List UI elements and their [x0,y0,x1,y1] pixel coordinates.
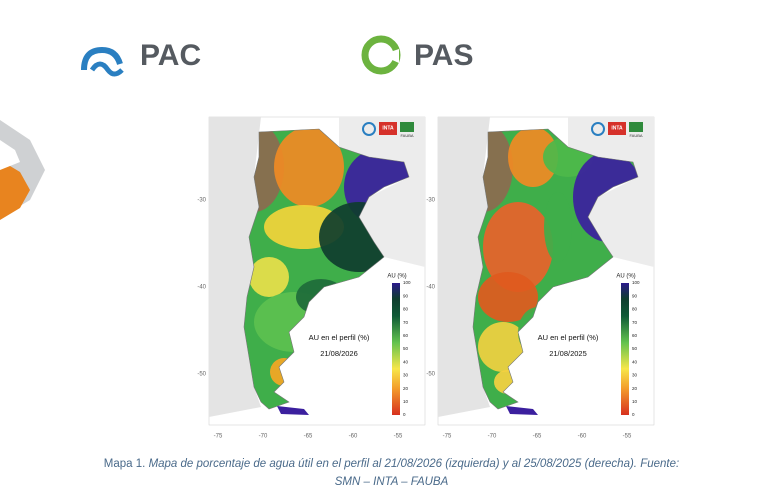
y-tick-label: -50 [426,372,435,378]
y-tick-label: -30 [426,198,435,204]
neighbor-country [438,117,490,417]
x-tick-label: -55 [623,434,632,440]
caption-text: SMN – INTA – FAUBA [334,476,449,488]
legend-tick-label: 60 [403,333,409,338]
neighbor-country [339,117,425,267]
legend-tick-label: 50 [403,346,409,351]
caption-text: Mapa de porcentaje de agua útil en el pe… [148,458,680,470]
map-annotation: AU en el perfil (%) [309,333,370,342]
country-outline [243,128,410,410]
legend-tick-label: 20 [632,386,638,391]
map-date: 21/08/2026 [320,349,358,358]
color-region [544,192,572,262]
legend-tick-label: 40 [632,359,638,364]
legend-tick-label: 90 [632,293,638,298]
caption: Mapa 1. Mapa de porcentaje de agua útil … [0,458,783,470]
fauba-logo [400,122,414,132]
legend-tick-label: 100 [403,280,411,285]
x-tick-label: -70 [488,434,497,440]
map-date: 21/08/2025 [549,349,587,358]
legend-tick-label: 70 [632,320,638,325]
legend-title: AU (%) [616,274,635,280]
map-annotation: AU en el perfil (%) [538,333,599,342]
page-canvas: PAC PAS INTA FAUBA AU en el perfil (%) 21/0… [0,35,655,440]
neighbor-country [209,117,261,417]
pac-logo: PAC [81,39,201,77]
inta-logo [608,122,626,135]
legend-tick-label: 80 [403,307,409,312]
legend-tick-label: 10 [403,399,409,404]
legend-tick-label: 60 [632,333,638,338]
x-tick-label: -55 [394,434,403,440]
legend-tick-label: 100 [632,280,640,285]
logo-icon [362,122,376,136]
legend-tick-label: 30 [403,373,409,378]
x-tick-label: -60 [578,434,587,440]
neighbor-country [568,117,654,267]
y-tick-label: -50 [197,372,206,378]
tierra-del-fuego [506,406,538,415]
x-tick-label: -60 [349,434,358,440]
colorbar [392,283,400,415]
caption-label: Mapa 1. [103,458,146,470]
country-outline [472,128,639,410]
fauba-logo [629,122,643,132]
legend-tick-label: 40 [403,359,409,364]
legend-tick-label: 30 [632,373,638,378]
side-decoration [0,120,45,220]
legend-tick-label: 50 [632,346,638,351]
logo-text: PAC [140,39,201,72]
inta-logo [379,122,397,135]
y-tick-label: -30 [197,198,206,204]
tierra-del-fuego [277,406,309,415]
legend-title: AU (%) [387,274,406,280]
x-tick-label: -75 [214,434,223,440]
map: INTA FAUBA AU en el perfil (%) 21/08/2025 AU… [426,116,655,440]
colorbar [621,283,629,415]
legend-tick-label: 80 [632,307,638,312]
x-tick-label: -75 [443,434,452,440]
color-region [483,202,553,292]
logo-text: INTA [611,125,623,131]
x-tick-label: -65 [304,434,313,440]
legend-tick-label: 70 [403,320,409,325]
y-tick-label: -40 [426,285,435,291]
color-region [508,129,558,187]
map: INTA FAUBA AU en el perfil (%) 21/08/2026 AU… [197,116,426,440]
caption: SMN – INTA – FAUBA [0,476,783,488]
color-region [274,129,344,207]
x-tick-label: -70 [259,434,268,440]
x-tick-label: -65 [533,434,542,440]
logo-icon [591,122,605,136]
logo-text: INTA [382,125,394,131]
y-tick-label: -40 [197,285,206,291]
legend-tick-label: 10 [632,399,638,404]
logo-text: FAUBA [629,133,642,138]
legend-tick-label: 0 [403,412,406,417]
logo-text: PAS [414,39,473,72]
legend-tick-label: 90 [403,293,409,298]
legend-tick-label: 20 [403,386,409,391]
pas-logo: PAS [361,35,473,75]
logo-text: FAUBA [400,133,413,138]
legend-tick-label: 0 [632,412,635,417]
color-region [249,257,289,297]
color-region [478,272,538,322]
